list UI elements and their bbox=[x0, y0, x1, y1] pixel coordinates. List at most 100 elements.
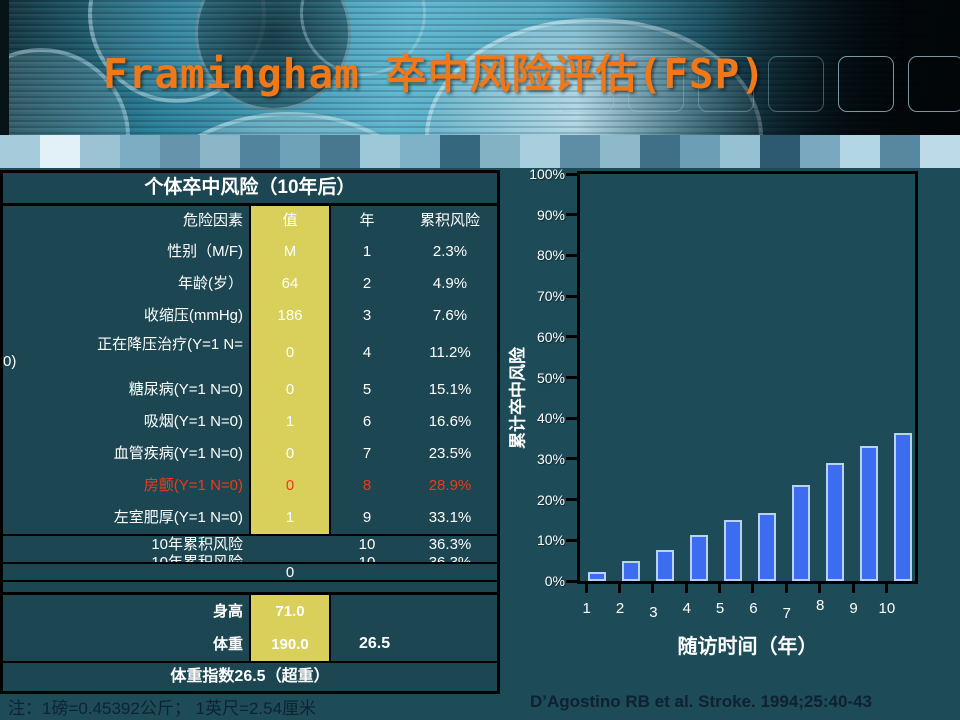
summary-label-clipped-duplicate: 10年累积风险 10 36.3% bbox=[151, 554, 472, 564]
y-tick-label: 50% bbox=[536, 369, 565, 386]
x-tick-mark bbox=[584, 584, 588, 593]
col-header-value: 值 bbox=[249, 206, 331, 236]
y-tick-label: 90% bbox=[536, 206, 565, 223]
y-tick-mark bbox=[566, 172, 577, 176]
chart-bar bbox=[588, 571, 606, 581]
row-year: 5 bbox=[362, 381, 372, 399]
row-risk: 33.1% bbox=[428, 509, 472, 527]
x-tick-label: 9 bbox=[849, 600, 858, 617]
citation: D’Agostino RB et al. Stroke. 1994;25:40-… bbox=[530, 692, 873, 711]
y-tick-mark bbox=[566, 457, 577, 461]
row-label: 糖尿病(Y=1 N=0) bbox=[128, 381, 243, 399]
empty-row bbox=[3, 582, 497, 595]
weight-value: 190.0 bbox=[249, 628, 331, 661]
row-label: 房颤(Y=1 N=0) bbox=[143, 477, 243, 495]
height-label: 身高 bbox=[212, 602, 243, 620]
row-value: 186 bbox=[249, 300, 331, 332]
row-value: M bbox=[249, 236, 331, 268]
strip-segment bbox=[640, 135, 680, 168]
strip-segment bbox=[880, 135, 920, 168]
x-tick-label: 8 bbox=[815, 597, 825, 614]
chart-y-axis-label: 累计卒中风险 bbox=[508, 347, 528, 449]
strip-segment bbox=[840, 135, 880, 168]
strip-segment bbox=[720, 135, 760, 168]
x-tick-mark bbox=[751, 584, 755, 593]
x-tick-label: 2 bbox=[615, 600, 625, 617]
row-year: 8 bbox=[362, 477, 372, 495]
row-year: 4 bbox=[362, 344, 372, 362]
row-value: 1 bbox=[249, 406, 331, 438]
chart-bar bbox=[690, 535, 708, 581]
row-risk: 11.2% bbox=[429, 344, 471, 362]
x-tick-label: 3 bbox=[649, 604, 658, 621]
col-header-risk-factor: 危险因素 bbox=[182, 212, 243, 230]
y-tick-label: 70% bbox=[536, 288, 565, 305]
x-tick-mark bbox=[618, 584, 622, 593]
strip-segment bbox=[280, 135, 320, 168]
row-value: 0 bbox=[249, 438, 331, 470]
summary-row-clipped: 10年累积风险 10 36.3% 10年累积风险 10 36.3% bbox=[3, 534, 497, 564]
weight-label: 体重 bbox=[212, 635, 243, 653]
x-tick-mark bbox=[651, 584, 655, 593]
rounded-square-decor bbox=[838, 56, 894, 112]
rounded-square-decor bbox=[558, 56, 614, 112]
x-tick-mark bbox=[884, 584, 888, 593]
col-header-year: 年 bbox=[359, 212, 375, 230]
strip-segment bbox=[80, 135, 120, 168]
table-row: 性别（M/F) M 1 2.3% bbox=[3, 236, 497, 268]
y-tick-mark bbox=[566, 579, 577, 583]
chart-bar bbox=[724, 519, 742, 581]
x-tick-mark bbox=[684, 584, 688, 593]
x-tick-label: 10 bbox=[878, 600, 896, 617]
row-label: 性别（M/F) bbox=[167, 243, 243, 261]
strip-segment bbox=[0, 135, 40, 168]
strip-segment bbox=[160, 135, 200, 168]
row-year: 7 bbox=[362, 445, 372, 463]
decor-strip bbox=[0, 135, 960, 168]
strip-segment bbox=[680, 135, 720, 168]
strip-segment bbox=[600, 135, 640, 168]
rounded-square-decor bbox=[698, 56, 754, 112]
row-label: 左室肥厚(Y=1 N=0) bbox=[113, 509, 243, 527]
rounded-square-decor bbox=[628, 56, 684, 112]
row-risk: 7.6% bbox=[432, 307, 468, 325]
table-row: 血管疾病(Y=1 N=0) 0 7 23.5% bbox=[3, 438, 497, 470]
slide-title: Framingham 卒中风险评估(FSP) bbox=[103, 50, 766, 98]
row-risk: 15.1% bbox=[428, 381, 472, 399]
x-tick-label: 1 bbox=[582, 600, 591, 617]
x-tick-label: 4 bbox=[682, 600, 691, 617]
y-tick-mark bbox=[566, 538, 577, 542]
y-tick-label: 30% bbox=[536, 450, 565, 467]
chart-bar bbox=[860, 446, 878, 581]
y-tick-label: 100% bbox=[529, 166, 565, 182]
summary-year: 10 bbox=[358, 536, 376, 554]
table-row: 收缩压(mmHg) 186 3 7.6% bbox=[3, 300, 497, 332]
row-risk: 28.9% bbox=[428, 477, 472, 495]
x-tick-label: 7 bbox=[782, 605, 791, 622]
y-tick-label: 60% bbox=[536, 328, 565, 345]
strip-segment bbox=[480, 135, 520, 168]
y-tick-label: 40% bbox=[536, 410, 565, 427]
strip-segment bbox=[440, 135, 480, 168]
rounded-square-decor bbox=[768, 56, 824, 112]
x-tick-mark bbox=[718, 584, 722, 593]
strip-segment bbox=[400, 135, 440, 168]
y-tick-mark bbox=[566, 253, 577, 257]
row-label: 收缩压(mmHg) bbox=[143, 307, 243, 325]
col-header-cumulative-risk: 累积风险 bbox=[419, 212, 480, 230]
chart-bar bbox=[894, 433, 912, 581]
rounded-square-decor bbox=[908, 56, 960, 112]
strip-segment bbox=[120, 135, 160, 168]
y-tick-label: 20% bbox=[536, 491, 565, 508]
header-banner: Framingham 卒中风险评估(FSP) bbox=[0, 0, 960, 135]
strip-segment bbox=[800, 135, 840, 168]
x-tick-label: 6 bbox=[749, 600, 758, 617]
footnote-units: 注：1磅=0.45392公斤； 1英尺=2.54厘米 bbox=[8, 699, 317, 718]
strip-segment bbox=[920, 135, 960, 168]
strip-segment bbox=[320, 135, 360, 168]
table-header-row: 危险因素 值 年 累积风险 bbox=[3, 206, 497, 236]
table-row: 正在降压治疗(Y=1 N= 0) 0 4 11.2% bbox=[3, 332, 497, 374]
table-row: 糖尿病(Y=1 N=0) 0 5 15.1% bbox=[3, 374, 497, 406]
row-year: 2 bbox=[362, 275, 372, 293]
